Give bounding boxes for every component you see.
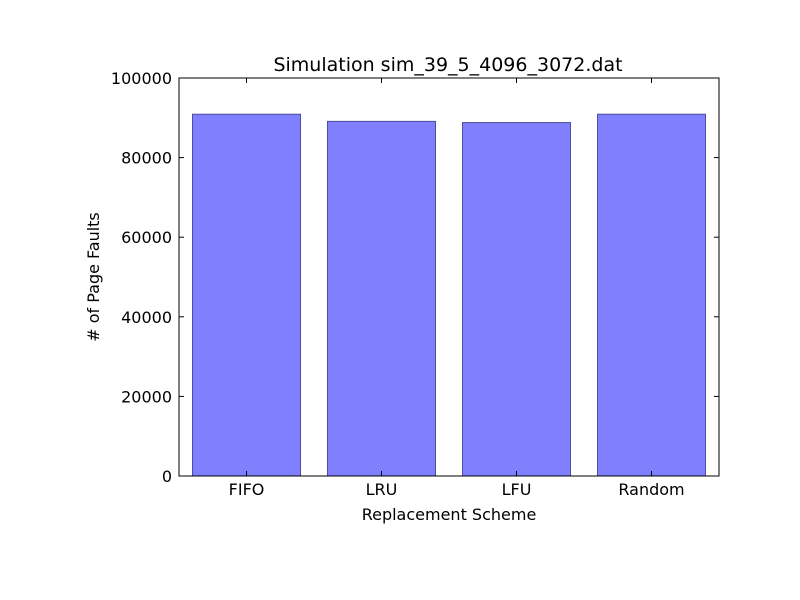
x-tick-label: LRU <box>366 480 398 499</box>
bar-lfu <box>462 122 571 477</box>
y-tick-label: 80000 <box>121 149 172 168</box>
plot-frame <box>178 77 720 477</box>
x-axis-title: Replacement Scheme <box>362 505 537 524</box>
chart-title: Simulation sim_39_5_4096_3072.dat <box>273 54 622 76</box>
y-tick-label: 20000 <box>121 387 172 406</box>
ticks-layer: FIFO LRU LFU Random 0 20000 40000 60000 80000 100… <box>111 69 719 499</box>
bars-layer <box>192 113 706 477</box>
y-tick-label: 100000 <box>111 69 172 88</box>
x-tick-label: FIFO <box>229 480 265 499</box>
bar-random <box>597 113 706 477</box>
bar-lru <box>327 120 436 477</box>
x-tick-label: LFU <box>502 480 532 499</box>
y-tick-label: 40000 <box>121 308 172 327</box>
x-tick-label: Random <box>618 480 684 499</box>
y-tick-label: 0 <box>162 467 172 486</box>
y-tick-label: 60000 <box>121 228 172 247</box>
bar-fifo <box>192 113 301 477</box>
y-axis-title: # of Page Faults <box>84 212 103 342</box>
